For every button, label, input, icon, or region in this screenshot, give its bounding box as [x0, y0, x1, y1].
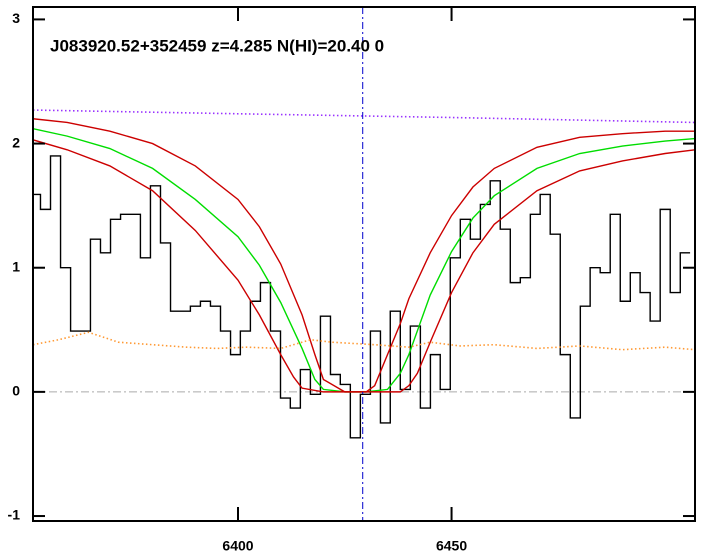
series-line: [33, 118, 695, 393]
chart-title: J083920.52+352459 z=4.285 N(HI)=20.40 0: [50, 36, 384, 55]
series-line: [33, 139, 695, 393]
x-tick-label: 6450: [436, 538, 467, 554]
y-tick-label: -1: [8, 507, 21, 523]
series-line: [33, 155, 691, 439]
x-tick-label: 6400: [222, 538, 253, 554]
plot-area: [33, 7, 695, 521]
y-tick-label: 1: [12, 258, 20, 274]
series-line: [33, 109, 695, 124]
y-tick-label: 3: [12, 10, 20, 26]
y-tick-label: 0: [12, 383, 20, 399]
frame: [32, 6, 696, 522]
y-tick-label: 2: [12, 134, 20, 150]
